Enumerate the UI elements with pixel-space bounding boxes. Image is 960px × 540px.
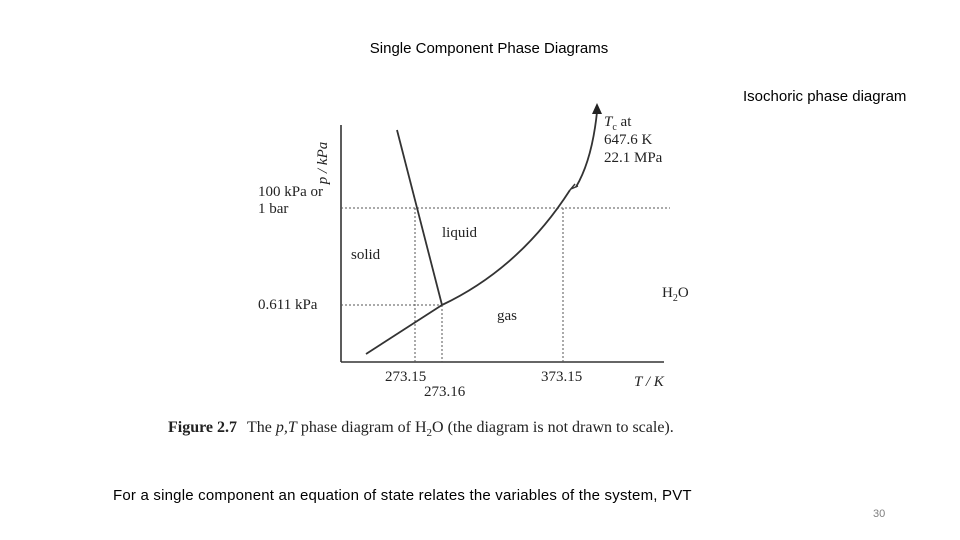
substance-o: O	[678, 285, 689, 301]
substance-label: H2O	[662, 285, 689, 304]
y-tick-1bar: 100 kPa or	[258, 184, 323, 200]
x-tick-373-15: 373.15	[541, 369, 582, 385]
solid-gas-boundary	[365, 304, 443, 355]
figure-caption: Figure 2.7 The p,T phase diagram of H2O (…	[168, 419, 674, 439]
caption-text-2: phase diagram of H	[297, 419, 427, 436]
substance-h: H	[662, 285, 673, 301]
y-tick-1bar-line2: 1 bar	[258, 201, 288, 217]
caption-text-3: O (the diagram is not drawn to scale).	[432, 419, 674, 436]
region-liquid: liquid	[442, 225, 478, 241]
liquid-gas-boundary	[441, 189, 571, 306]
y-axis-label: p / kPa	[315, 142, 331, 186]
caption-label: Figure 2.7	[168, 419, 237, 436]
critical-point-arrow	[592, 103, 602, 114]
critical-label-2: 647.6 K	[604, 132, 653, 148]
slide-subtitle: Isochoric phase diagram	[743, 88, 907, 105]
caption-sub: 2	[427, 427, 433, 439]
caption-vars: p,T	[275, 419, 298, 436]
page-number: 30	[873, 508, 886, 520]
critical-t-sub: c	[612, 122, 617, 133]
critical-label-3: 22.1 MPa	[604, 150, 663, 166]
footer-text: For a single component an equation of st…	[113, 487, 692, 504]
solid-liquid-boundary	[396, 129, 443, 306]
axis-break-mark	[569, 183, 579, 191]
x-tick-273-15: 273.15	[385, 369, 426, 385]
critical-curve	[575, 111, 598, 188]
critical-t: T	[604, 114, 614, 130]
region-solid: solid	[351, 247, 381, 263]
y-tick-triple: 0.611 kPa	[258, 297, 318, 313]
substance-sub: 2	[673, 293, 678, 304]
critical-at: at	[617, 114, 632, 130]
slide-title: Single Component Phase Diagrams	[369, 40, 609, 57]
region-gas: gas	[497, 308, 517, 324]
x-axis-label: T / K	[634, 374, 665, 390]
x-tick-273-16: 273.16	[424, 384, 466, 400]
critical-label-1: Tc at	[604, 114, 632, 133]
caption-text-1: The	[247, 419, 276, 436]
